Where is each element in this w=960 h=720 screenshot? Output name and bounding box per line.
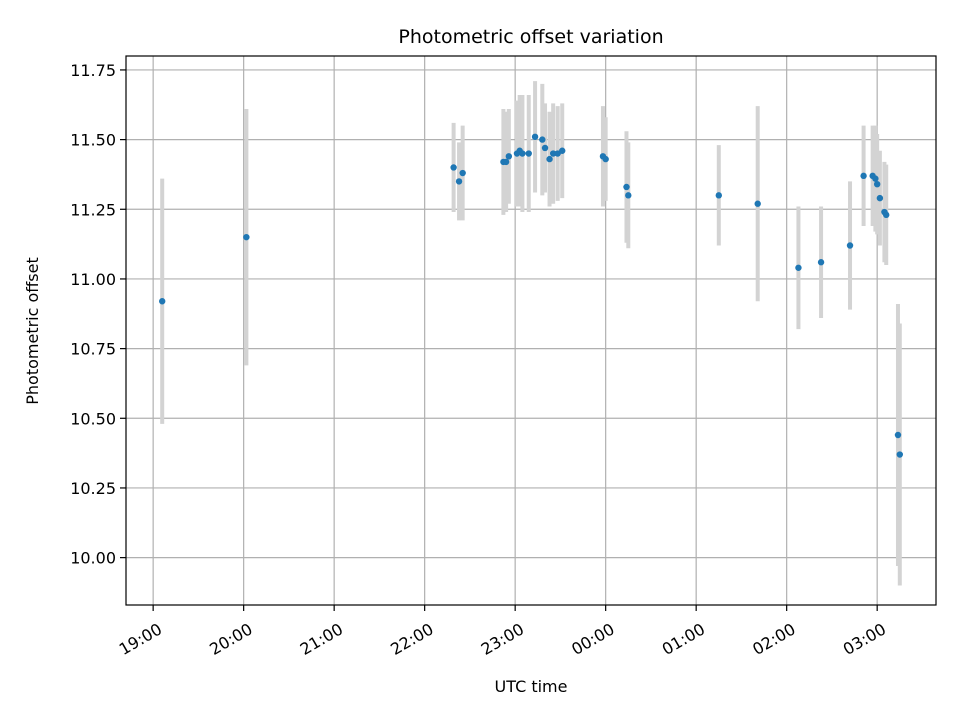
x-tick-label: 03:00 [840, 619, 889, 659]
data-point [243, 233, 250, 241]
data-point [872, 175, 879, 182]
error-bars [160, 81, 902, 586]
data-point [525, 150, 532, 157]
x-tick-label: 01:00 [659, 619, 708, 659]
data-point [715, 192, 722, 199]
y-tick-label: 10.75 [70, 340, 116, 359]
plot-frame [125, 55, 937, 606]
data-point [455, 178, 463, 185]
y-tick-label: 10.00 [70, 549, 116, 568]
data-point [531, 133, 539, 141]
y-tick-label: 11.50 [70, 131, 116, 150]
y-tick-label: 11.75 [70, 61, 116, 80]
x-tick-label: 22:00 [387, 619, 436, 659]
data-point [159, 298, 166, 305]
data-point [541, 144, 549, 152]
data-point [450, 164, 457, 171]
data-point [546, 155, 553, 163]
data-point [519, 150, 526, 157]
data-point [876, 194, 884, 202]
x-axis-label: UTC time [495, 677, 568, 696]
x-tick-label: 02:00 [749, 619, 798, 659]
data-point [559, 147, 566, 154]
data-point [505, 153, 513, 160]
data-point [846, 242, 854, 249]
y-axis-label: Photometric offset [23, 257, 42, 405]
data-point [817, 259, 825, 266]
x-tick-label: 00:00 [568, 619, 617, 659]
data-point [623, 183, 630, 191]
data-point [602, 155, 609, 163]
data-point [625, 192, 632, 199]
y-tick-label: 10.50 [70, 409, 116, 428]
data-point [459, 169, 466, 177]
x-tick-label: 20:00 [206, 619, 255, 659]
x-tick-label: 23:00 [478, 619, 527, 659]
x-axis-ticks: 19:00 20:00 21:00 22:00 23:00 00:00 01:00 02:00… [116, 605, 889, 659]
data-point [883, 211, 890, 219]
data-point [873, 180, 881, 188]
y-tick-label: 11.00 [70, 270, 116, 289]
x-tick-label: 21:00 [297, 619, 346, 659]
chart-title: Photometric offset variation [398, 26, 663, 48]
data-point [795, 264, 802, 271]
data-point [549, 150, 557, 157]
y-tick-label: 11.25 [70, 200, 116, 219]
data-point [894, 431, 902, 439]
data-points [159, 133, 903, 458]
y-axis-ticks: 10.00 10.25 10.50 10.75 11.00 11.25 11.50 11.75 [70, 61, 126, 568]
data-point [502, 158, 510, 166]
data-point [754, 200, 761, 207]
y-tick-label: 10.25 [70, 479, 116, 498]
data-point [860, 172, 867, 180]
x-tick-label: 19:00 [116, 619, 165, 659]
data-point [539, 136, 546, 143]
data-point [896, 451, 903, 458]
